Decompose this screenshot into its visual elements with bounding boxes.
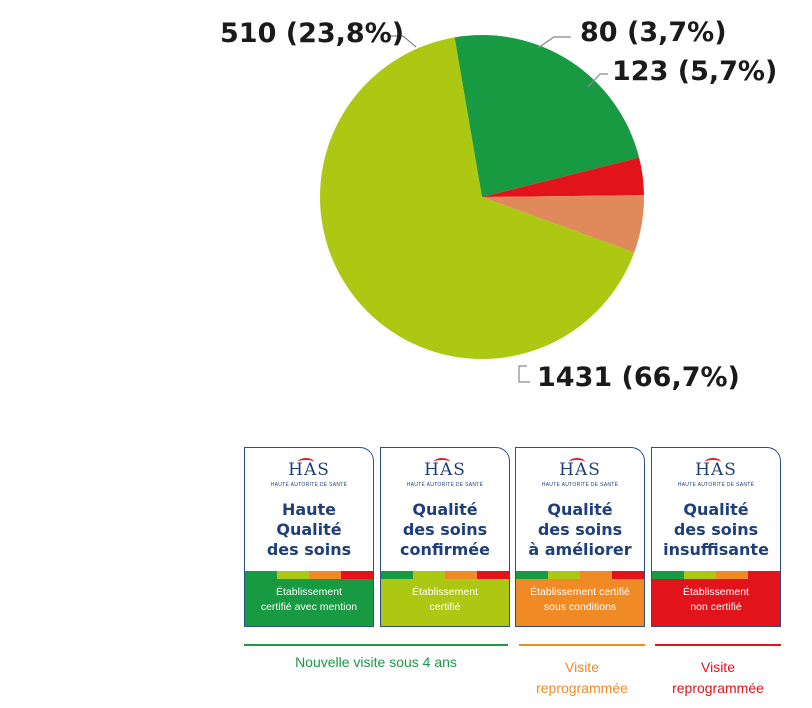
card-title: Qualité des soins confirmée	[400, 500, 490, 559]
card-footer: Établissement certifié avec mention	[245, 579, 373, 626]
pie-leader-line	[389, 35, 417, 48]
card-footer: Établissement certifié	[381, 579, 509, 626]
card-footer: Établissement certifié sous conditions	[516, 579, 644, 626]
card-title: Qualité des soins insuffisante	[663, 500, 769, 559]
pie-data-label: 510 (23,8%)	[220, 18, 404, 49]
card-color-band	[652, 571, 780, 579]
card-title: Qualité des soins à améliorer	[528, 500, 632, 559]
has-logo-subtitle: HAUTE AUTORITÉ DE SANTÉ	[677, 482, 755, 488]
group-line-red	[655, 644, 781, 646]
group-line-orange	[519, 644, 645, 646]
group-text-green: Nouvelle visite sous 4 ans	[295, 654, 457, 670]
pie-leader-line	[537, 36, 571, 49]
card-color-band	[381, 571, 509, 579]
group-text-red: Visite reprogrammée	[672, 659, 764, 696]
has-logo: HAS	[424, 458, 466, 480]
card-haute-qualite: HAS HAUTE AUTORITÉ DE SANTÉ Haute Qualité…	[244, 447, 374, 627]
pie-slice	[482, 157, 644, 197]
pie-slice	[482, 195, 644, 253]
card-title: Haute Qualité des soins	[266, 500, 352, 559]
pie-leader-line	[587, 73, 608, 88]
card-color-band	[245, 571, 373, 579]
has-logo-subtitle: HAUTE AUTORITÉ DE SANTÉ	[541, 482, 619, 488]
group-text-orange: Visite reprogrammée	[536, 659, 628, 696]
card-color-band	[516, 571, 644, 579]
has-logo-subtitle: HAUTE AUTORITÉ DE SANTÉ	[270, 482, 348, 488]
group-line-green	[244, 644, 508, 646]
card-qualite-ameliorer: HAS HAUTE AUTORITÉ DE SANTÉ Qualité des s…	[515, 447, 645, 627]
has-logo-subtitle: HAUTE AUTORITÉ DE SANTÉ	[406, 482, 484, 488]
card-footer: Établissement non certifié	[652, 579, 780, 626]
pie-chart: 1431 (66,7%) 510 (23,8%) 80 (3,7%) 123 (5,7…	[220, 17, 777, 393]
pie-slice	[454, 34, 640, 197]
pie-slice	[320, 37, 635, 359]
pie-leader-line	[518, 365, 530, 383]
has-logo: HAS	[288, 458, 330, 480]
pie-data-label: 1431 (66,7%)	[537, 362, 740, 393]
pie-data-label: 80 (3,7%)	[580, 17, 727, 48]
pie-data-label: 123 (5,7%)	[612, 56, 777, 87]
has-logo: HAS	[695, 458, 737, 480]
has-logo: HAS	[559, 458, 601, 480]
card-qualite-confirmee: HAS HAUTE AUTORITÉ DE SANTÉ Qualité des s…	[380, 447, 510, 627]
card-qualite-insuffisante: HAS HAUTE AUTORITÉ DE SANTÉ Qualité des s…	[651, 447, 781, 627]
